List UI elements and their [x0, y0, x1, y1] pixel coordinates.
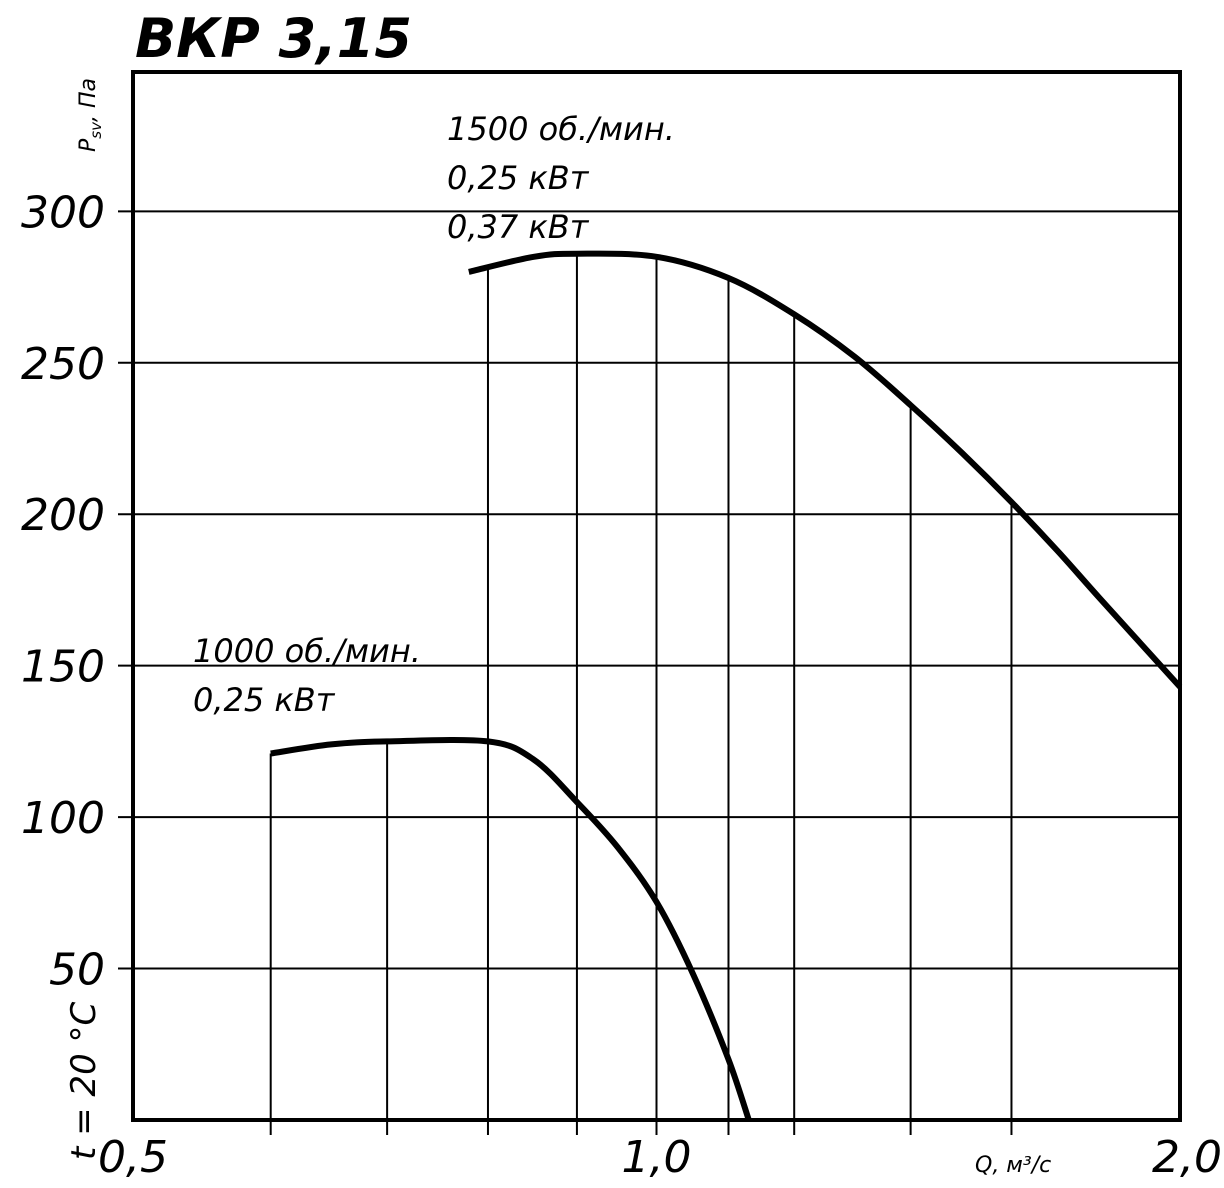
y-axis-label: Psv, Па: [76, 78, 105, 152]
y-axis-tick-labels: 50 100 150 200 250 300: [21, 187, 105, 995]
chart-title: ВКР 3,15: [135, 7, 412, 70]
x-tick-label: 2,0: [1152, 1132, 1222, 1183]
series-line-1: [270, 736, 752, 1121]
series-0-annotation: 1500 об./мин.: [447, 110, 675, 148]
series-0-annotation: 0,25 кВт: [447, 159, 590, 197]
horizontal-gridlines: [118, 210, 1180, 970]
series-1-annotation: 1000 об./мин.: [193, 632, 421, 670]
y-tick-label: 50: [49, 945, 105, 996]
y-tick-label: 300: [21, 187, 105, 238]
series-0-annotation: 0,37 кВт: [447, 208, 590, 246]
series-annotations: 1500 об./мин. 0,25 кВт 0,37 кВт 1000 об./ми…: [193, 110, 675, 719]
x-axis-tick-labels: 0,5 1,0 2,0: [98, 1132, 1222, 1183]
y-axis-label-symbol: P: [76, 138, 101, 152]
y-axis-label-unit: , Па: [76, 78, 101, 122]
plot-frame: [131, 70, 1182, 1122]
x-tick-label: 1,0: [622, 1132, 692, 1183]
y-tick-label: 200: [21, 490, 105, 541]
y-tick-label: 100: [21, 793, 105, 844]
series-curves: [270, 250, 1183, 1121]
x-tick-label: 0,5: [98, 1132, 168, 1183]
temperature-note: t = 20 °C: [64, 1001, 104, 1160]
x-axis-label: Q, м³/с: [975, 1153, 1051, 1178]
series-1-annotation: 0,25 кВт: [193, 681, 336, 719]
vertical-gridlines: [269, 253, 1013, 1135]
y-axis-label-subscript: sv: [87, 121, 105, 139]
y-tick-label: 150: [21, 642, 105, 693]
series-line-0: [468, 250, 1183, 689]
y-tick-label: 250: [21, 339, 105, 390]
